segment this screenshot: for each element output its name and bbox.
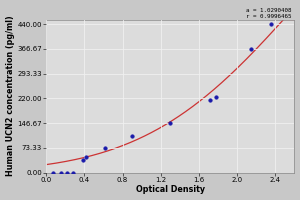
Point (214, 95, 219, 98)
Point (58, 171, 63, 174)
Point (130, 135, 135, 138)
Point (103, 146, 108, 150)
Point (84, 155, 89, 159)
Point (168, 122, 173, 125)
Point (208, 98, 213, 102)
Point (268, 23, 273, 26)
Text: a = 1.0290408
r = 0.9996465: a = 1.0290408 r = 0.9996465 (245, 8, 291, 19)
Point (50, 171, 55, 174)
X-axis label: Optical Density: Optical Density (136, 185, 205, 194)
Point (70, 171, 75, 174)
Point (249, 48, 254, 51)
Point (80, 159, 85, 162)
Point (65, 171, 70, 174)
Y-axis label: Human UCN2 concentration (pg/ml): Human UCN2 concentration (pg/ml) (6, 16, 15, 176)
